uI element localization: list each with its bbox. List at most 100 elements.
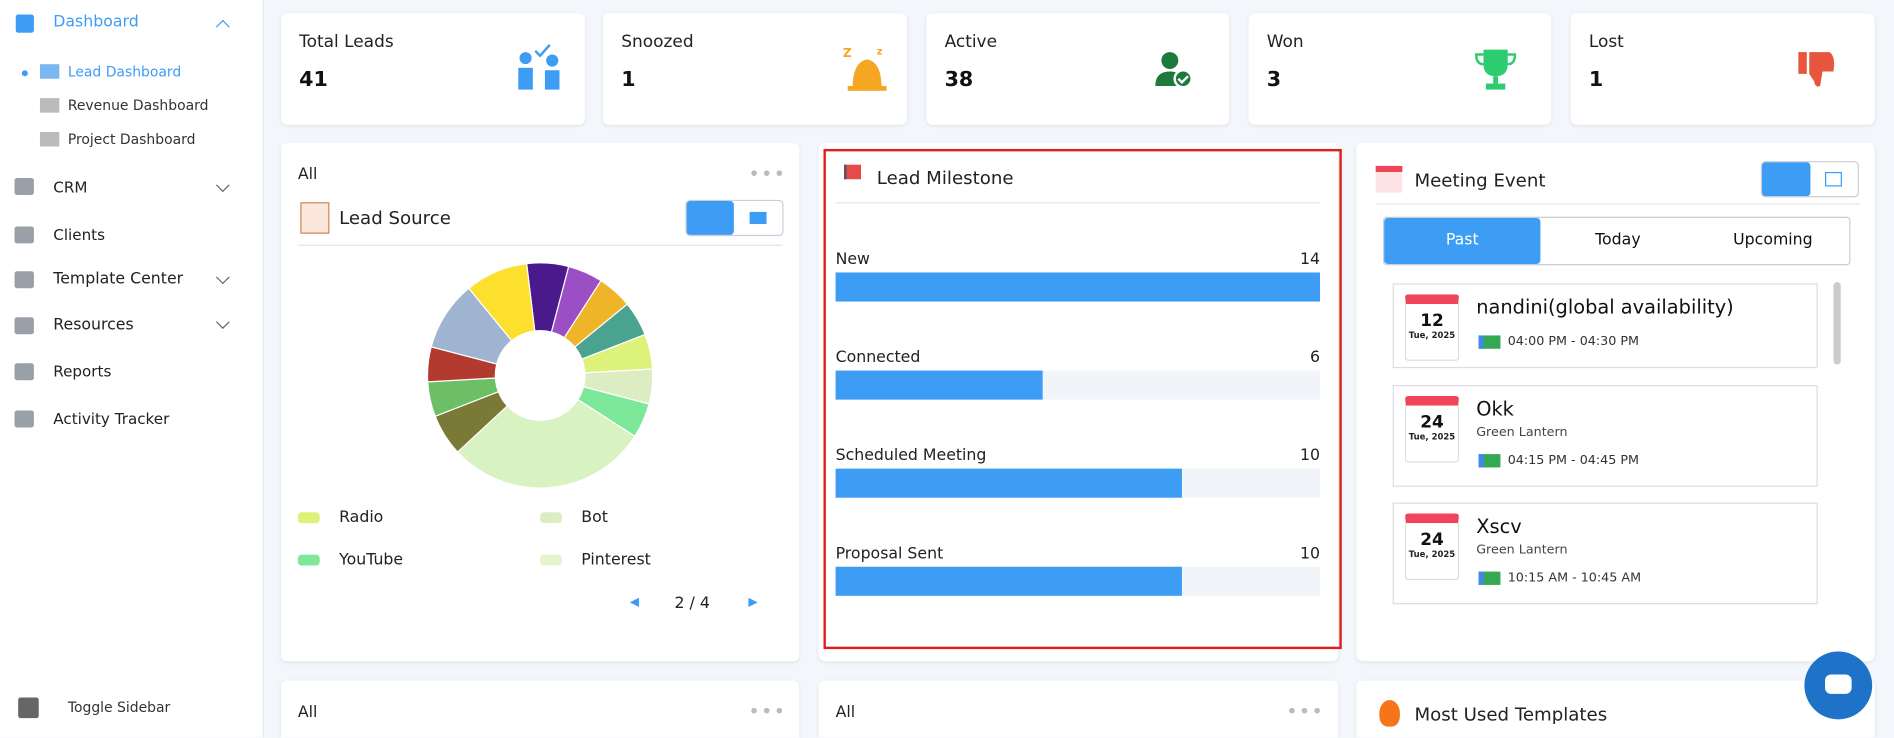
stat-value: 1	[621, 67, 636, 93]
card-title: Lead Milestone	[876, 167, 1014, 189]
list-view-button[interactable]	[1762, 162, 1811, 197]
tab[interactable]: Upcoming	[1733, 231, 1813, 250]
nav-icon	[14, 317, 34, 335]
stat-label: Snoozed	[621, 32, 694, 53]
event-time: 04:00 PM - 04:30 PM	[1507, 334, 1640, 349]
event-time: 10:15 AM - 10:45 AM	[1507, 570, 1642, 585]
bar	[835, 468, 1182, 498]
table-view-button[interactable]	[749, 211, 767, 225]
card-title: Meeting Event	[1414, 169, 1546, 192]
legend-label[interactable]: Bot	[581, 508, 608, 527]
sub-icon	[39, 64, 60, 79]
bar-value: 10	[1299, 544, 1320, 564]
filter[interactable]: All	[835, 703, 856, 722]
more-menu[interactable]: •••	[748, 162, 787, 186]
donut-slice[interactable]	[467, 262, 536, 342]
tabs: Past Today Upcoming	[1382, 216, 1851, 266]
milestone-icon	[844, 164, 862, 180]
highlight-box	[823, 148, 1342, 650]
bar	[835, 370, 1044, 400]
legend-label[interactable]: YouTube	[339, 551, 404, 570]
calendar-view-button[interactable]	[1824, 171, 1842, 187]
nav-icon	[14, 226, 34, 244]
nav-item[interactable]: CRM	[53, 178, 88, 197]
bar-track	[835, 566, 1320, 596]
chevron[interactable]	[215, 19, 230, 34]
view-toggle	[685, 199, 784, 237]
divider	[297, 244, 783, 246]
stat-card: Total Leads 41	[280, 13, 585, 125]
filter[interactable]: All	[297, 703, 318, 722]
stat-value: 41	[299, 67, 328, 93]
donut-chart	[426, 262, 654, 489]
event-card[interactable]: 12 Tue, 2025 nandini(global availability) 0…	[1392, 283, 1818, 369]
sub-item[interactable]: Project Dashboard	[67, 130, 196, 148]
calendar-badge: 12 Tue, 2025	[1404, 294, 1460, 361]
event-card[interactable]: 24 Tue, 2025 Xscv Green Lantern 10:15 AM - 1…	[1392, 502, 1818, 605]
divider	[835, 202, 1320, 204]
sub-item[interactable]: Revenue Dashboard	[67, 96, 209, 114]
bar	[835, 272, 1320, 302]
divider	[1375, 203, 1861, 205]
sub-item[interactable]: Lead Dashboard	[67, 62, 182, 80]
stat-icon	[1798, 52, 1835, 87]
prev-page[interactable]: ◀	[629, 595, 640, 610]
scrollbar[interactable]	[1833, 282, 1841, 365]
nav-item[interactable]: Resources	[53, 316, 134, 335]
stat-value: 3	[1266, 67, 1282, 93]
legend-swatch	[297, 512, 320, 524]
event-date: Tue, 2025	[1408, 549, 1456, 560]
nav-item[interactable]: Activity Tracker	[53, 409, 170, 428]
stat-value: 38	[944, 67, 974, 93]
nav-icon	[14, 178, 34, 195]
stat-card: Active 38	[926, 13, 1230, 125]
stat-label: Won	[1266, 32, 1304, 53]
next-page[interactable]: ▶	[748, 595, 758, 610]
bar-label: New	[835, 250, 870, 269]
nav-item[interactable]: Template Center	[53, 270, 184, 289]
stat-value: 1	[1588, 67, 1604, 93]
tab[interactable]: Today	[1595, 231, 1641, 250]
event-title: Xscv	[1476, 514, 1522, 538]
bar-label: Connected	[835, 348, 921, 367]
view-toggle	[1760, 161, 1859, 198]
chat-button[interactable]	[1804, 651, 1873, 720]
meet-icon	[1478, 454, 1501, 468]
legend-label[interactable]: Radio	[339, 508, 384, 527]
chevron[interactable]	[215, 178, 230, 193]
more-menu[interactable]: •••	[1286, 699, 1325, 723]
tab[interactable]: Past	[1445, 231, 1479, 250]
calendar-badge: 24 Tue, 2025	[1404, 395, 1460, 463]
legend-label[interactable]: Pinterest	[581, 551, 651, 570]
meet-icon	[1478, 335, 1501, 349]
filter[interactable]: All	[297, 165, 318, 185]
event-day: 12	[1420, 311, 1444, 331]
lead-source-icon	[300, 202, 330, 234]
toggle-icon	[18, 697, 39, 719]
chevron[interactable]	[215, 315, 230, 329]
event-date: Tue, 2025	[1408, 432, 1456, 443]
bar-value: 6	[1309, 348, 1320, 367]
more-menu[interactable]: •••	[748, 699, 787, 723]
active-tab[interactable]	[1384, 217, 1541, 264]
stat-card: Lost 1	[1570, 13, 1875, 125]
event-title: Okk	[1476, 397, 1514, 421]
nav-item[interactable]: Dashboard	[53, 13, 139, 32]
stat-card: Won 3	[1248, 13, 1552, 125]
chevron[interactable]	[215, 270, 230, 285]
nav-item[interactable]: Reports	[53, 362, 112, 381]
nav-item[interactable]: Clients	[53, 225, 105, 244]
event-card[interactable]: 24 Tue, 2025 Okk Green Lantern 04:15 PM - 04…	[1392, 385, 1818, 487]
sidebar: Dashboard Lead Dashboard Revenue Dashboa…	[0, 0, 264, 738]
nav-icon	[14, 410, 34, 428]
svg-text:Z: Z	[843, 46, 852, 60]
calendar-badge: 24 Tue, 2025	[1404, 513, 1460, 581]
fire-icon	[1379, 699, 1400, 727]
toggle-sidebar[interactable]: Toggle Sidebar	[67, 698, 171, 716]
donut-slice[interactable]	[456, 398, 636, 489]
pie-view-button[interactable]	[686, 201, 734, 235]
legend-swatch	[540, 512, 562, 524]
card	[818, 680, 1339, 738]
